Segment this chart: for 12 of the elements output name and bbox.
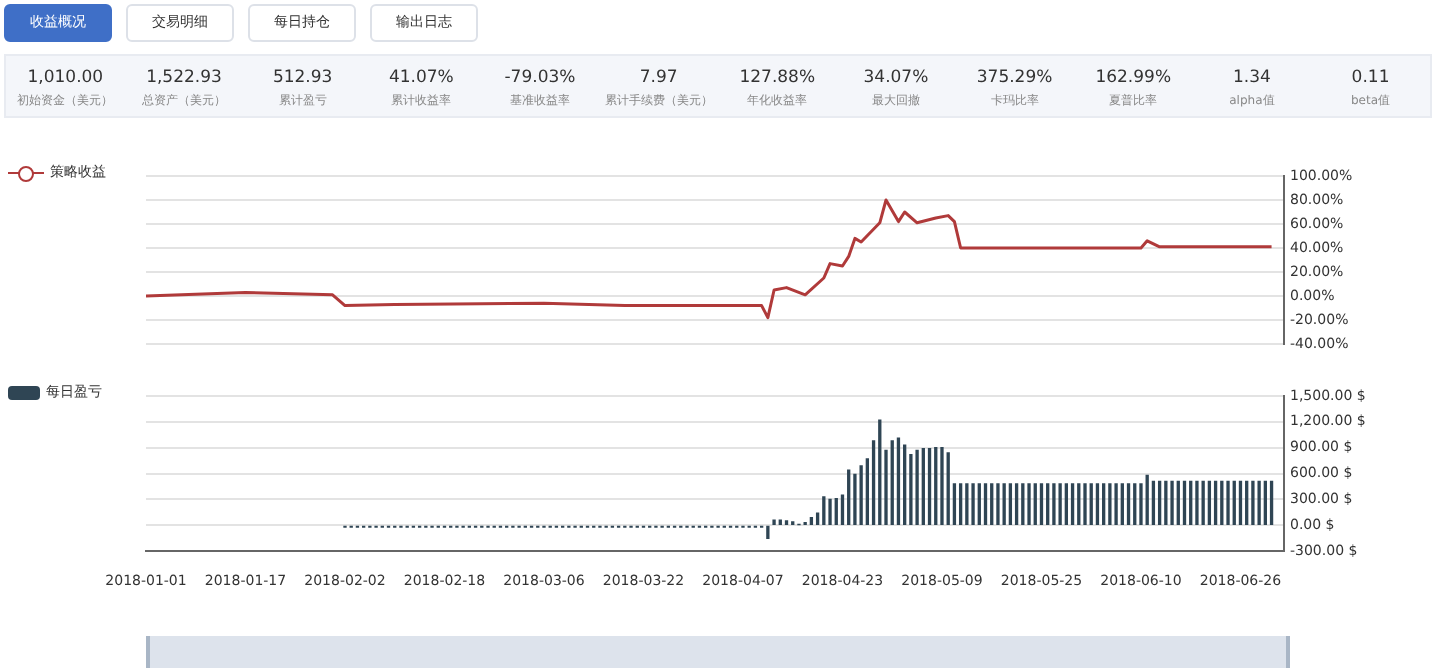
text: 1,522.93 <box>146 68 222 88</box>
text: 127.88% <box>739 68 816 88</box>
text: 0.11 <box>1351 68 1390 88</box>
text: 162.99% <box>1095 68 1172 88</box>
text: 375.29% <box>976 68 1053 88</box>
text: 41.07% <box>388 68 454 88</box>
text: 34.07% <box>863 68 929 88</box>
text: 512.93 <box>272 68 333 88</box>
text: 7.97 <box>639 68 678 88</box>
text: 1.34 <box>1232 68 1271 88</box>
text: -79.03% <box>504 68 576 88</box>
text: 1,010.00 <box>27 68 104 88</box>
